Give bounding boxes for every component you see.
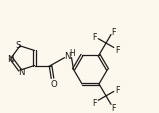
Text: O: O bbox=[50, 79, 57, 88]
Text: N: N bbox=[64, 52, 71, 61]
Text: F: F bbox=[111, 103, 115, 112]
Text: F: F bbox=[115, 46, 120, 54]
Text: H: H bbox=[70, 49, 75, 58]
Text: F: F bbox=[93, 98, 97, 107]
Text: N: N bbox=[18, 67, 24, 76]
Text: F: F bbox=[115, 85, 120, 94]
Text: S: S bbox=[15, 41, 21, 50]
Text: F: F bbox=[111, 27, 115, 36]
Text: F: F bbox=[93, 33, 97, 42]
Text: N: N bbox=[7, 55, 13, 64]
